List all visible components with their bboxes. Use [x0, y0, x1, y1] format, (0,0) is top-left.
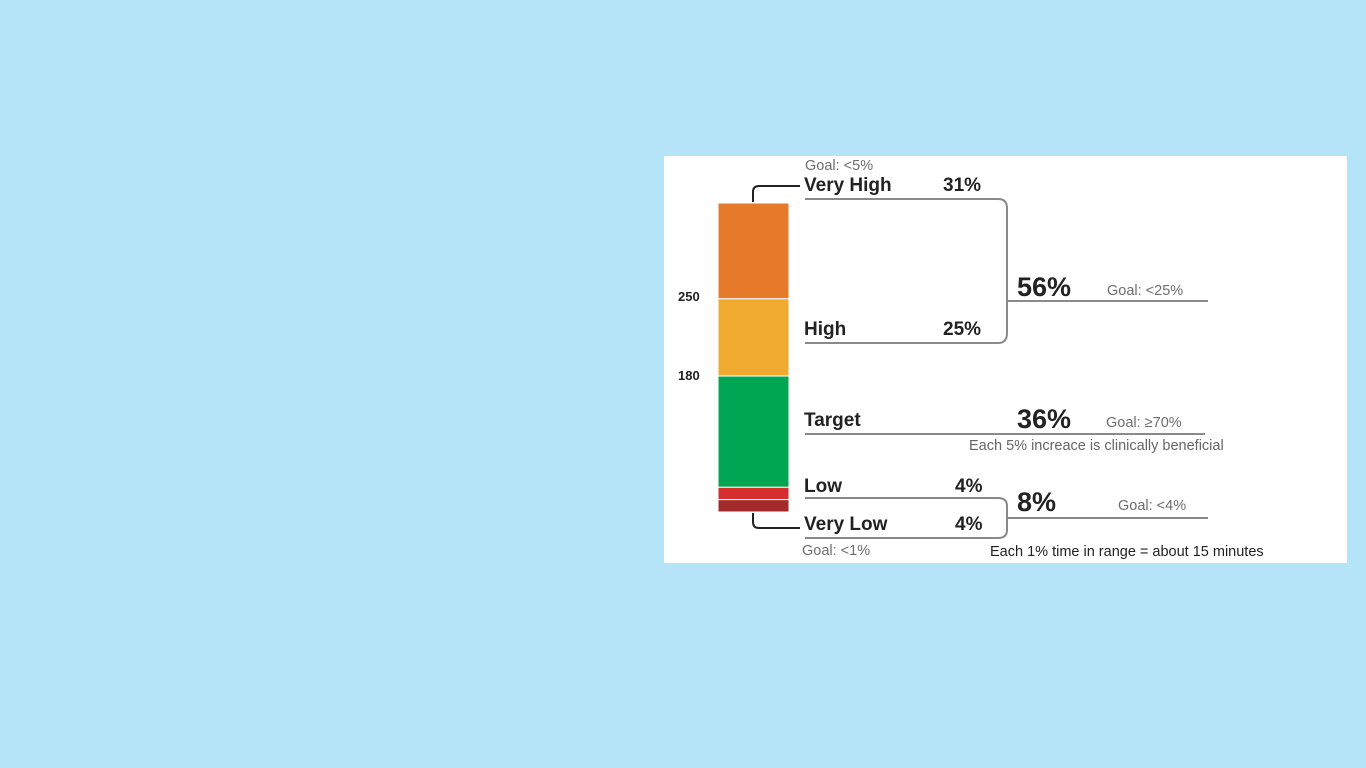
very-high-bracket [752, 185, 800, 202]
stacked-bar [717, 202, 790, 513]
target-goal: Goal: ≥70% [1106, 415, 1182, 431]
high-combined-pct: 56% [1017, 272, 1072, 302]
low-pct: 4% [955, 476, 983, 497]
low-combined-goal: Goal: <4% [1118, 498, 1187, 514]
tick-180: 180 [678, 368, 700, 383]
tick-250: 250 [678, 289, 700, 304]
low-label: Low [804, 476, 842, 497]
high-pct: 25% [943, 319, 982, 340]
very-low-bracket [752, 513, 800, 529]
very-low-label: Very Low [804, 514, 888, 535]
footer-note: Each 1% time in range = about 15 minutes [990, 544, 1264, 560]
very-high-pct: 31% [943, 175, 982, 196]
target-note: Each 5% increace is clinically beneficia… [969, 438, 1224, 454]
very-high-goal: Goal: <5% [805, 158, 874, 174]
high-combined-goal: Goal: <25% [1107, 283, 1184, 299]
high-label: High [804, 319, 847, 340]
time-in-range-chart: Goal: <5% Very High 31% 250 180 56% Goal… [664, 156, 1347, 563]
bar-segment-very-high [717, 202, 790, 300]
very-low-pct: 4% [955, 514, 983, 535]
target-label: Target [804, 410, 861, 431]
target-pct: 36% [1017, 404, 1072, 434]
bar-segment-very-low [717, 499, 790, 513]
connector-lines [752, 185, 1208, 539]
chart-canvas [717, 185, 1208, 539]
very-low-goal: Goal: <1% [802, 543, 871, 559]
low-combined-pct: 8% [1017, 487, 1057, 517]
bar-segment-high [717, 298, 790, 377]
very-high-label: Very High [804, 175, 892, 196]
bar-segment-low [717, 486, 790, 501]
bar-segment-target [717, 375, 790, 488]
very-high-line [805, 198, 1008, 344]
